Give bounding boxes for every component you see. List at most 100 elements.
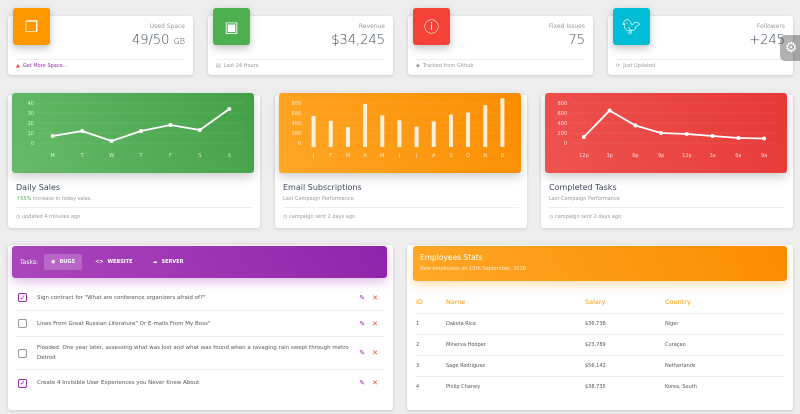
stat-card-followers: 🐦︎ Followers +245 ⟳ Just Updated bbox=[608, 8, 793, 75]
tag-icon: ◆ bbox=[416, 63, 420, 69]
remove-task-button[interactable]: ✕ bbox=[372, 349, 378, 357]
task-checkbox[interactable] bbox=[18, 319, 27, 328]
table-row: 2 Minerva Hooper $23,789 Curaçao bbox=[416, 333, 784, 355]
store-icon: ▣ bbox=[213, 8, 250, 45]
y-tick-label: 0 bbox=[31, 141, 34, 147]
remove-task-button[interactable]: ✕ bbox=[372, 379, 378, 387]
chart-footer: ◷ updated 4 minutes ago bbox=[16, 214, 81, 220]
table-cell: Korea, South bbox=[665, 375, 784, 397]
task-checkbox[interactable] bbox=[18, 348, 27, 358]
email-subscriptions-chart: 0 200 400 600 800 J F M A M J J A S O N D bbox=[279, 93, 521, 173]
y-tick-label: 10 bbox=[28, 131, 34, 137]
edit-task-button[interactable]: ✎ bbox=[359, 349, 366, 357]
stat-category: Followers bbox=[756, 23, 785, 30]
x-tick-label: M bbox=[380, 153, 384, 159]
y-tick-label: 800 bbox=[291, 101, 301, 107]
remove-task-button[interactable]: ✕ bbox=[372, 293, 378, 302]
edit-task-button[interactable]: ✎ bbox=[359, 293, 366, 302]
stat-value: $34,245 bbox=[331, 33, 385, 48]
edit-task-button[interactable]: ✎ bbox=[359, 379, 366, 387]
x-tick-label: 9p bbox=[658, 153, 664, 159]
data-point bbox=[139, 129, 143, 133]
employees-subtitle: New employees on 15th September, 2016 bbox=[420, 266, 526, 272]
content-copy-icon: ❐ bbox=[13, 8, 50, 45]
stat-card-fixed-issues: ⓘ Fixed Issues 75 ◆ Tracked from Github bbox=[408, 8, 593, 75]
table-cell: $23,789 bbox=[585, 333, 665, 355]
table-cell: Sage Rodriguez bbox=[446, 354, 585, 376]
tab-website[interactable]: <> WEBSITE bbox=[95, 259, 133, 265]
table-cell: $56,142 bbox=[585, 354, 665, 376]
bar bbox=[311, 115, 316, 147]
x-tick-label: N bbox=[483, 153, 487, 159]
task-checkbox[interactable]: ✓ bbox=[18, 293, 27, 302]
stat-value: 75 bbox=[568, 33, 585, 48]
x-tick-label: T bbox=[138, 153, 143, 159]
chart-subtitle: Last Campaign Performance bbox=[283, 196, 354, 202]
column-header-name: Name bbox=[446, 297, 466, 306]
tasks-header: Tasks: ◉ BUGS <> WEBSITE ☁ SERVER bbox=[12, 246, 387, 278]
y-tick-label: 400 bbox=[557, 121, 567, 127]
table-cell: 3 bbox=[416, 354, 446, 376]
calendar-icon: ▤ bbox=[216, 63, 221, 69]
table-row: 3 Sage Rodriguez $56,142 Netherlands bbox=[416, 354, 784, 376]
bar bbox=[380, 115, 385, 147]
employees-header: Employees Stats New employees on 15th Se… bbox=[413, 246, 787, 281]
x-tick-label: M bbox=[346, 153, 350, 159]
task-text: Lines From Great Russian Literature" Or … bbox=[37, 320, 211, 327]
bar bbox=[414, 126, 419, 147]
task-checkbox[interactable]: ✓ bbox=[18, 378, 27, 388]
chart-subtitle: ↑55% increase in today sales. bbox=[16, 196, 92, 202]
x-tick-label: 6p bbox=[632, 153, 638, 159]
tab-bugs[interactable]: ◉ BUGS bbox=[44, 254, 83, 270]
data-point bbox=[581, 135, 586, 139]
table-cell: Netherlands bbox=[665, 354, 784, 376]
code-icon: <> bbox=[95, 259, 104, 265]
x-tick-label: S bbox=[228, 153, 231, 159]
stat-card-used-space: ❐ Used Space 49/50 GB ▲ Get More Space... bbox=[8, 8, 193, 75]
x-tick-label: A bbox=[363, 153, 367, 159]
twitter-icon: 🐦︎ bbox=[613, 8, 650, 45]
bar bbox=[397, 120, 402, 147]
data-point bbox=[197, 128, 202, 132]
y-tick-label: 400 bbox=[291, 121, 301, 127]
x-tick-label: F bbox=[329, 153, 332, 159]
column-header-salary: Salary bbox=[585, 297, 606, 306]
x-tick-label: 3p bbox=[606, 153, 612, 159]
tasks-label: Tasks: bbox=[20, 258, 39, 266]
y-tick-label: 40 bbox=[28, 101, 34, 107]
remove-task-button[interactable]: ✕ bbox=[372, 319, 378, 328]
task-row: Flooded: One year later, assessing what … bbox=[16, 337, 385, 370]
stat-category: Fixed Issues bbox=[548, 23, 585, 30]
x-tick-label: T bbox=[80, 153, 85, 159]
data-point bbox=[659, 131, 664, 135]
x-tick-label: M bbox=[51, 153, 55, 159]
settings-gear-button[interactable]: ⚙ bbox=[780, 35, 800, 61]
tab-server[interactable]: ☁ SERVER bbox=[152, 259, 184, 265]
x-tick-label: S bbox=[198, 153, 201, 159]
task-text: Sign contract for "What are conference o… bbox=[37, 294, 206, 301]
stat-footer: Last 24 Hours bbox=[223, 63, 259, 69]
x-tick-label: J bbox=[312, 153, 314, 159]
edit-task-button[interactable]: ✎ bbox=[359, 319, 366, 328]
table-cell: $38,735 bbox=[585, 375, 665, 397]
stat-value: +245 bbox=[749, 33, 785, 48]
bar bbox=[431, 121, 436, 147]
series-line bbox=[583, 109, 765, 140]
chart-title: Completed Tasks bbox=[549, 183, 617, 192]
y-tick-label: 600 bbox=[291, 111, 301, 117]
bar bbox=[363, 104, 368, 147]
stat-value: 49/50 GB bbox=[131, 33, 185, 48]
y-tick-label: 20 bbox=[28, 121, 34, 127]
data-point bbox=[50, 134, 55, 138]
arrow-up-icon: ↑ bbox=[16, 196, 21, 202]
warning-icon: ▲ bbox=[16, 63, 20, 69]
table-cell: 4 bbox=[416, 375, 446, 397]
x-tick-label: S bbox=[449, 153, 452, 159]
get-more-space-link[interactable]: Get More Space... bbox=[22, 63, 68, 69]
completed-tasks-chart: 0 200 400 600 800 12p 3p 6p 9p 12p 3a 6a 9a bbox=[545, 93, 787, 173]
data-point bbox=[710, 134, 715, 138]
daily-sales-chart: 0 10 20 30 40 M T W T F S S bbox=[12, 93, 254, 173]
x-tick-label: 3a bbox=[710, 153, 716, 159]
x-tick-label: J bbox=[415, 153, 417, 159]
chart-footer: ◷ campaign sent 2 days ago bbox=[283, 214, 356, 220]
